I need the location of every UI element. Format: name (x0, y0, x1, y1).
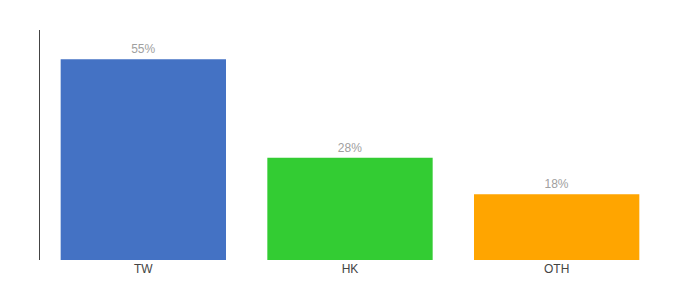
svg-text:OTH: OTH (544, 262, 569, 276)
svg-text:HK: HK (342, 262, 359, 276)
svg-text:55%: 55% (131, 42, 155, 56)
svg-text:TW: TW (134, 262, 153, 276)
svg-text:18%: 18% (544, 177, 568, 191)
svg-text:28%: 28% (338, 141, 362, 155)
